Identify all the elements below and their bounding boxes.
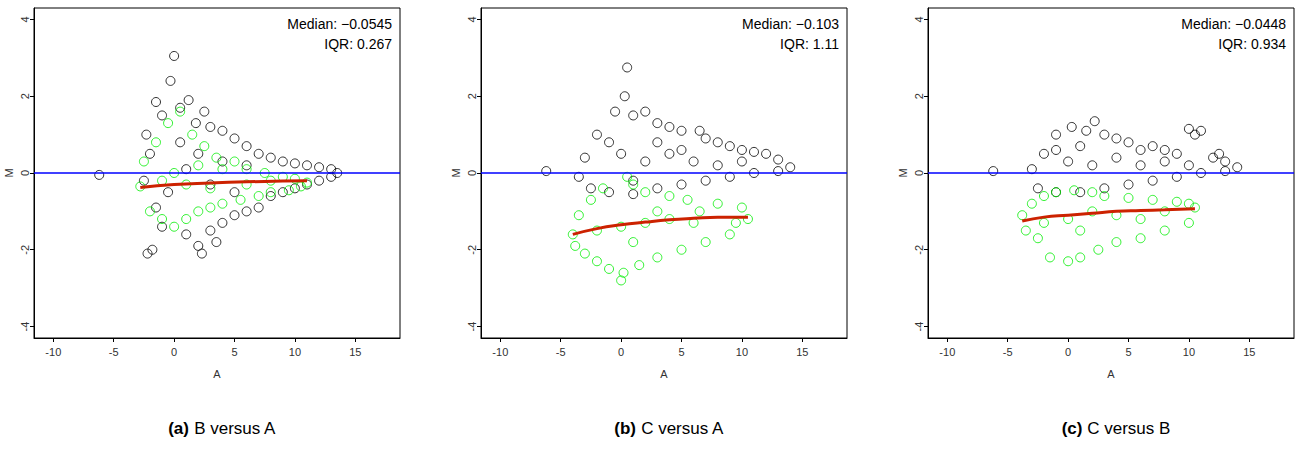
- svg-text:15: 15: [349, 346, 361, 358]
- svg-text:0: 0: [171, 346, 177, 358]
- svg-text:2: 2: [19, 93, 31, 99]
- svg-text:(c): (c): [1062, 419, 1083, 438]
- svg-text:10: 10: [289, 346, 301, 358]
- svg-text:-4: -4: [19, 322, 31, 332]
- svg-text:M: M: [450, 168, 462, 177]
- svg-text:15: 15: [796, 346, 808, 358]
- svg-text:C versus A: C versus A: [636, 419, 724, 438]
- svg-text:5: 5: [678, 346, 684, 358]
- svg-text:IQR: 1.11: IQR: 1.11: [780, 36, 839, 52]
- svg-text:15: 15: [1243, 346, 1255, 358]
- svg-text:Median: −0.0448: Median: −0.0448: [1181, 16, 1286, 32]
- svg-text:-5: -5: [109, 346, 119, 358]
- svg-text:0: 0: [1065, 346, 1071, 358]
- svg-text:5: 5: [1125, 346, 1131, 358]
- svg-text:-2: -2: [19, 245, 31, 255]
- svg-text:0: 0: [19, 170, 31, 176]
- svg-text:10: 10: [1183, 346, 1195, 358]
- svg-text:5: 5: [231, 346, 237, 358]
- svg-text:-2: -2: [913, 245, 925, 255]
- svg-text:4: 4: [19, 16, 31, 22]
- svg-text:10: 10: [736, 346, 748, 358]
- svg-text:A: A: [1107, 368, 1115, 380]
- svg-text:0: 0: [466, 170, 478, 176]
- svg-text:4: 4: [466, 16, 478, 22]
- svg-text:0: 0: [913, 170, 925, 176]
- svg-text:M: M: [897, 168, 909, 177]
- svg-text:(a): (a): [168, 419, 189, 438]
- svg-text:-5: -5: [1003, 346, 1013, 358]
- svg-text:-4: -4: [913, 322, 925, 332]
- svg-text:M: M: [3, 168, 15, 177]
- svg-text:A: A: [213, 368, 221, 380]
- svg-text:0: 0: [618, 346, 624, 358]
- svg-text:Median: −0.103: Median: −0.103: [742, 16, 839, 32]
- svg-text:4: 4: [913, 16, 925, 22]
- svg-text:2: 2: [466, 93, 478, 99]
- svg-text:-2: -2: [466, 245, 478, 255]
- svg-text:A: A: [660, 368, 668, 380]
- svg-text:2: 2: [913, 93, 925, 99]
- svg-text:-10: -10: [45, 346, 61, 358]
- svg-text:Median: −0.0545: Median: −0.0545: [287, 16, 392, 32]
- svg-text:-5: -5: [556, 346, 566, 358]
- svg-text:-10: -10: [939, 346, 955, 358]
- svg-text:-4: -4: [466, 322, 478, 332]
- svg-text:B versus A: B versus A: [189, 419, 276, 438]
- svg-text:-10: -10: [492, 346, 508, 358]
- svg-text:(b): (b): [614, 419, 636, 438]
- svg-text:IQR: 0.934: IQR: 0.934: [1218, 36, 1286, 52]
- svg-text:IQR: 0.267: IQR: 0.267: [324, 36, 392, 52]
- svg-text:C versus B: C versus B: [1082, 419, 1170, 438]
